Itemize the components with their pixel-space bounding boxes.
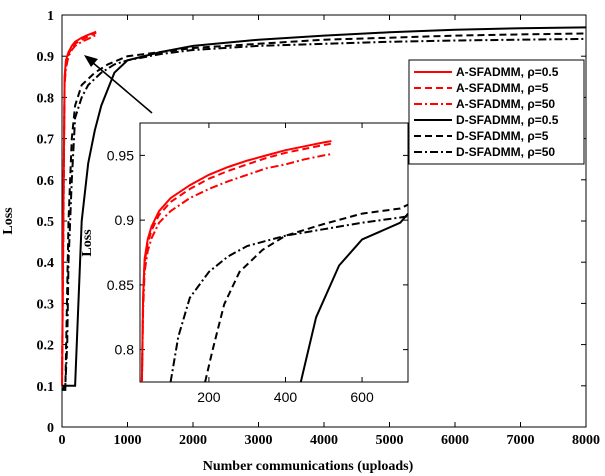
series-line-4 [62, 32, 587, 391]
xtick-label: 200 [197, 389, 221, 405]
inset-series-lines [140, 140, 409, 383]
zoom-pointer-arrow [91, 61, 153, 114]
ytick-label: 0.8 [115, 342, 135, 358]
ytick-label: 1 [47, 9, 54, 24]
zoom-pointer-arrowhead [84, 55, 98, 67]
legend-label-2: A-SFADMM, ρ=50 [456, 97, 555, 111]
legend-label-0: A-SFADMM, ρ=0.5 [456, 65, 559, 79]
xtick-label: 2000 [179, 433, 207, 448]
series-line-3 [62, 26, 587, 387]
legend-entries: A-SFADMM, ρ=0.5 A-SFADMM, ρ=5 A-SFADMM, ρ=… [414, 65, 559, 159]
legend-label-3: D-SFADMM, ρ=0.5 [456, 113, 559, 127]
ytick-label: 0.6 [37, 174, 55, 189]
main-xlabel: Number communications (uploads) [203, 459, 414, 474]
ytick-label: 0.8 [37, 91, 55, 106]
inset-ytick-labels: 0.8 0.85 0.9 0.95 [107, 147, 134, 357]
inset-tick-marks [140, 123, 408, 382]
ytick-label: 0.7 [37, 133, 55, 148]
ytick-label: 0.4 [37, 256, 55, 271]
xtick-label: 7000 [507, 433, 535, 448]
inset-plot-area [139, 122, 409, 383]
inset-xtick-labels: 200 400 600 [197, 389, 374, 405]
main-ylabel: Loss [1, 207, 16, 235]
ytick-label: 0.85 [107, 277, 134, 293]
series-line-1 [140, 142, 332, 383]
xtick-label: 5000 [376, 433, 404, 448]
series-line-5 [61, 37, 587, 391]
ytick-label: 0.3 [37, 297, 55, 312]
inset-ylabel: Loss [80, 229, 95, 257]
main-xtick-labels: 0 1000 2000 3000 4000 5000 6000 7000 8000 [59, 433, 601, 448]
ytick-label: 0.2 [37, 339, 55, 354]
series-line-3 [299, 212, 409, 383]
ytick-label: 0.9 [115, 212, 135, 228]
xtick-label: 8000 [572, 433, 600, 448]
legend-label-1: A-SFADMM, ρ=5 [456, 81, 549, 95]
main-ytick-labels: 0 0.1 0.2 0.3 0.4 0.5 0.6 0.7 0.8 0.9 1 [37, 9, 55, 436]
main-series-lines [61, 26, 587, 391]
series-line-5 [169, 215, 409, 383]
series-line-2 [61, 33, 97, 386]
ytick-label: 0.5 [37, 215, 55, 230]
legend-label-4: D-SFADMM, ρ=5 [456, 129, 549, 143]
xtick-label: 0 [59, 433, 66, 448]
legend-box [408, 59, 585, 165]
ytick-label: 0 [47, 421, 54, 436]
legend-label-5: D-SFADMM, ρ=50 [456, 145, 555, 159]
series-line-4 [204, 203, 409, 383]
xtick-label: 400 [274, 389, 298, 405]
ytick-label: 0.95 [107, 147, 134, 163]
xtick-label: 1000 [114, 433, 142, 448]
xtick-label: 4000 [310, 433, 338, 448]
ytick-label: 0.9 [37, 50, 55, 65]
ytick-label: 0.1 [37, 380, 55, 395]
xtick-label: 6000 [441, 433, 469, 448]
series-line-2 [140, 153, 332, 383]
xtick-label: 600 [350, 389, 374, 405]
xtick-label: 3000 [245, 433, 273, 448]
